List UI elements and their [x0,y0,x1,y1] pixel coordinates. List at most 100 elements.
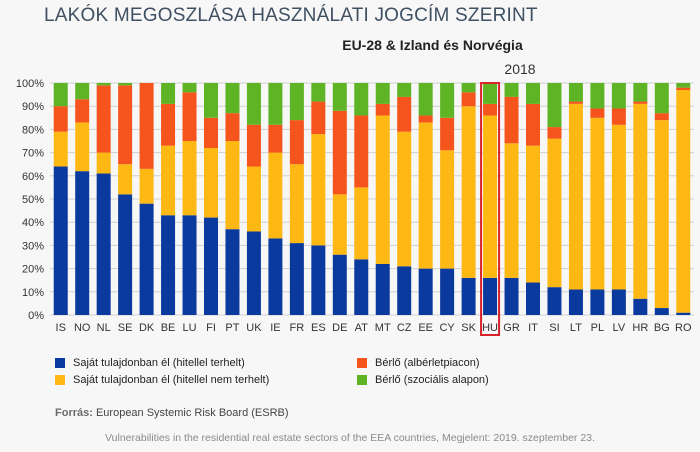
bar-segment [75,122,90,172]
bar-segment [53,83,68,107]
bar-segment [204,83,218,118]
bar-segment [440,117,455,151]
x-tick-label: PL [591,322,604,334]
bar-segment [440,83,455,118]
bar-segment [676,312,691,315]
x-tick-label: GR [503,322,520,334]
footer-caption: Vulnerabilities in the residential real … [105,432,595,444]
legend-swatch [357,375,367,385]
bar-segment [633,101,648,104]
bar-segment [547,127,562,139]
x-tick-label: RO [675,322,692,334]
bar-segment [461,277,476,315]
x-tick-label: ES [311,322,326,334]
bar-segment [504,277,519,315]
bar-segment [354,187,369,260]
bar-segment [633,103,648,299]
bar-segment [225,83,240,114]
bar-segment [161,145,176,216]
bar-segment [96,85,111,153]
bar-segment [268,83,283,125]
bar-segment [246,124,261,167]
y-tick-label: 70% [22,148,44,160]
legend-item-tenant-market: Bérlő (albérletpiacon) [357,357,480,369]
x-tick-label: NL [97,322,111,334]
x-tick-label: FR [290,322,305,334]
x-tick-label: EE [418,322,433,334]
bar-segment [483,83,498,104]
bar-segment [182,141,197,216]
x-tick-label: SK [461,322,476,334]
x-tick-label: LT [570,322,582,334]
bar-segment [440,150,455,269]
bar-segment [676,87,691,90]
bar-segment [268,152,283,239]
legend-item-owner-mortgage: Saját tulajdonban él (hitellel terhelt) [55,357,245,369]
bar-segment [225,113,240,141]
bar-segment [246,166,261,232]
bar-segment [246,83,261,125]
bar-segment [289,83,304,121]
y-tick-label: 20% [22,264,44,276]
bar-segment [375,103,390,116]
bar-segment [397,96,412,132]
bar-segment [461,83,476,93]
bar-segment [311,101,326,135]
bar-segment [483,103,498,116]
x-tick-label: BE [161,322,176,334]
y-tick-label: 30% [22,240,44,252]
bar-segment [354,115,369,188]
x-tick-label: BG [654,322,670,334]
bar-segment [332,110,347,195]
bar-segment [504,83,519,97]
bar-segment [590,117,605,290]
bar-segment [53,166,68,315]
x-tick-label: UK [246,322,262,334]
bar-segment [418,115,433,123]
bar-segment [676,83,691,88]
bar-segment [461,106,476,278]
highlight-year-label: 2018 [504,61,536,77]
bar-segment [568,103,583,290]
bar-segment [504,143,519,278]
bar-segment [547,138,562,288]
bar-segment [375,115,390,264]
bar-segment [139,168,154,204]
bar-segment [204,217,218,315]
bar-segment [204,147,218,218]
bar-segment [590,289,605,315]
bar-segment [654,83,669,114]
x-tick-label: CY [439,322,455,334]
bar-segment [289,120,304,165]
x-tick-label: CZ [397,322,412,334]
bar-segment [654,113,669,121]
bar-segment [289,164,304,244]
bar-segment [332,194,347,255]
bar-segment [118,85,133,165]
bar-segment [611,83,626,109]
bar-segment [96,173,111,315]
highlight-frame [480,82,501,336]
x-tick-label: HR [632,322,648,334]
bar-segment [161,215,176,315]
bar-segment [633,298,648,315]
x-tick-label: IE [270,322,280,334]
bar-segment [332,83,347,111]
bar-segment [53,106,68,132]
bar-segment [375,83,390,104]
bar-segment [53,131,68,167]
bar-segment [504,96,519,144]
bar-segment [268,238,283,315]
x-tick-label: MT [375,322,391,334]
bar-segment [118,83,133,86]
y-tick-label: 50% [22,194,44,206]
bar-segment [568,101,583,104]
bar-segment [268,124,283,153]
bar-segment [418,268,433,315]
bar-segment [246,231,261,315]
bar-segment [75,171,90,315]
bar-segment [182,215,197,315]
legend-swatch [55,375,65,385]
chart-subtitle: EU-28 & Izland és Norvégia [342,37,523,53]
bar-segment [75,83,90,100]
